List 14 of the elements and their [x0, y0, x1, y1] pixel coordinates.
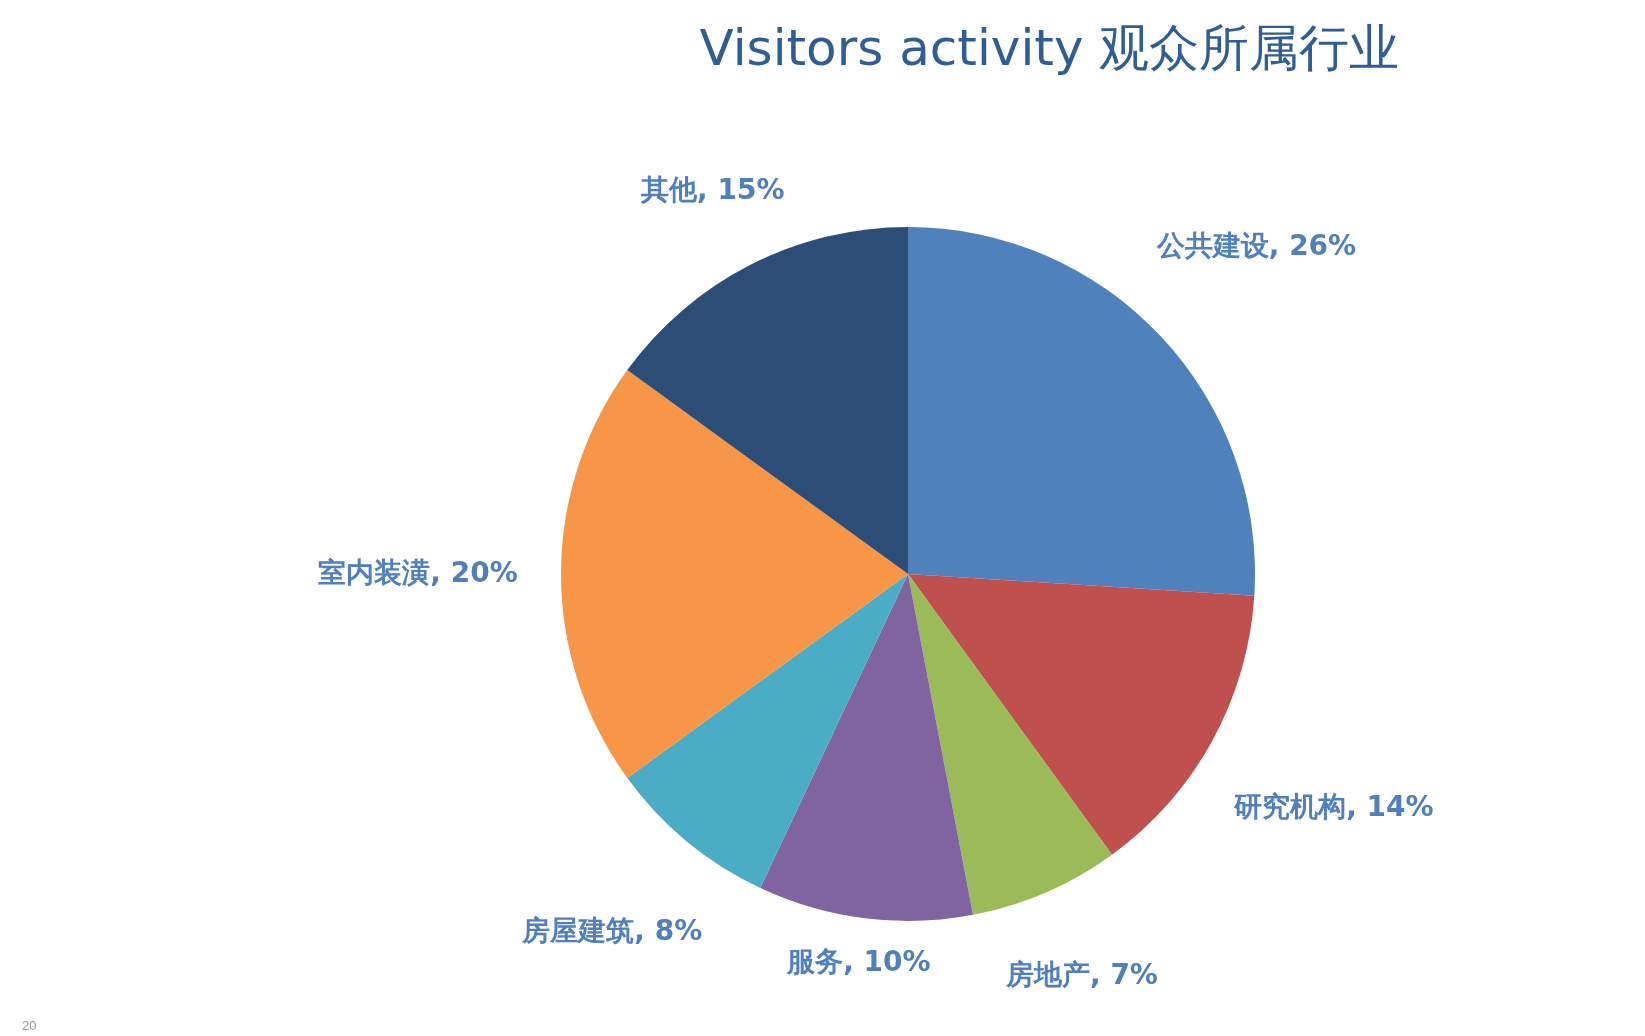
pie-slice	[627, 227, 908, 574]
slice-label: 公共建设, 26%	[1155, 228, 1357, 262]
slice-label: 房屋建筑, 8%	[521, 913, 703, 947]
chart-title: Visitors activity 观众所属行业	[699, 19, 1400, 77]
text: 20	[22, 1018, 37, 1033]
slice-label: 研究机构, 14%	[1233, 790, 1434, 824]
pie-slice	[627, 574, 908, 888]
pie-slice	[561, 370, 908, 778]
pie-slice	[760, 574, 974, 921]
slice-label: 其他, 15%	[640, 172, 785, 206]
slice-label: 室内装潢, 20%	[318, 556, 518, 589]
pie-slice	[908, 574, 1112, 915]
slice-label: 房地产, 7%	[1004, 957, 1158, 991]
slice-label: 服务, 10%	[786, 944, 931, 978]
